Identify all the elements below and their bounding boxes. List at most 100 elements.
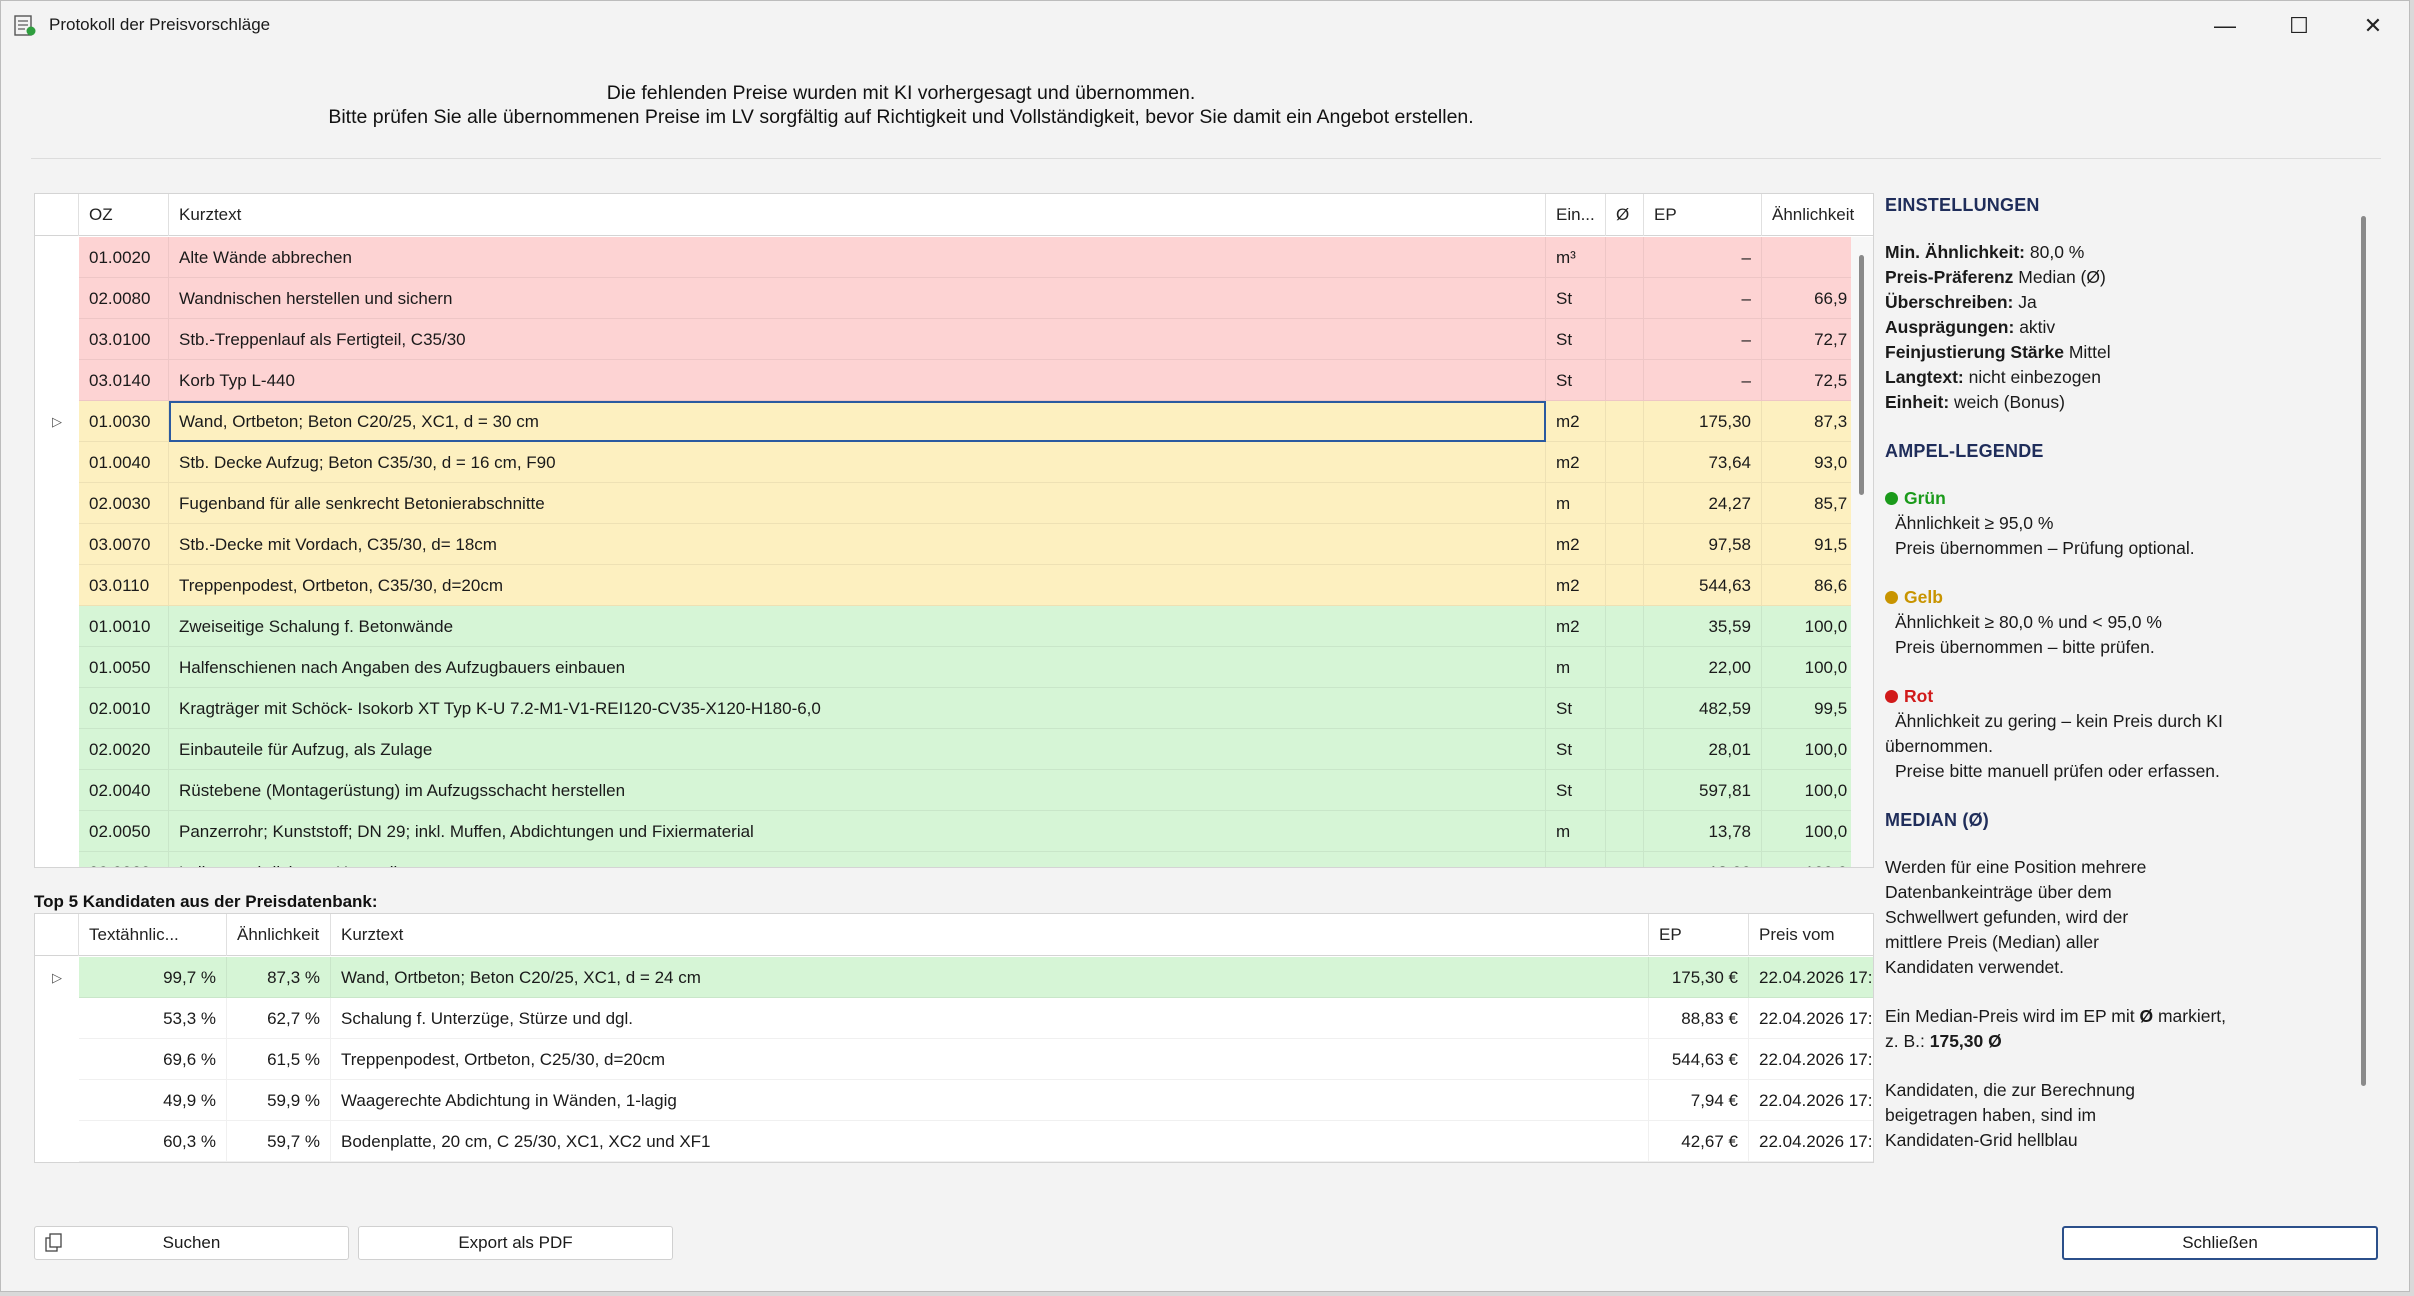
table-row[interactable]: 02.0010 Kragträger mit Schöck- Isokorb XT… bbox=[35, 688, 1851, 729]
table-row[interactable]: 02.0060Leibungsabdichtung Haustelle... 13… bbox=[35, 852, 1851, 867]
minimize-button[interactable]: — bbox=[2214, 13, 2236, 38]
row-header[interactable] bbox=[35, 524, 79, 565]
table-row[interactable]: 03.0100 Stb.-Treppenlauf als Fertigteil, … bbox=[35, 319, 1851, 360]
kurztext-cell[interactable]: Kragträger mit Schöck- Isokorb XT Typ K-… bbox=[169, 688, 1546, 729]
ep-cell[interactable]: – bbox=[1644, 360, 1762, 401]
preis-vom-cell[interactable]: 22.04.2026 17:36 bbox=[1749, 1039, 1873, 1080]
oz-cell[interactable]: 02.0080 bbox=[79, 278, 169, 319]
einheit-cell[interactable]: St bbox=[1546, 319, 1606, 360]
einheit-cell[interactable]: m2 bbox=[1546, 442, 1606, 483]
row-header[interactable] bbox=[35, 483, 79, 524]
ep-cell[interactable]: 482,59 bbox=[1644, 688, 1762, 729]
median-cell[interactable] bbox=[1606, 524, 1644, 565]
median-cell[interactable] bbox=[1606, 319, 1644, 360]
aehnlichkeit-cell[interactable]: 93,0 % bbox=[1762, 442, 1851, 483]
aehnlichkeit-cell[interactable]: 100,0 % bbox=[1762, 606, 1851, 647]
kurztext-cell[interactable]: Panzerrohr; Kunststoff; DN 29; inkl. Muf… bbox=[169, 811, 1546, 852]
kurztext-cell[interactable]: Halfenschienen nach Angaben des Aufzugba… bbox=[169, 647, 1546, 688]
table-row[interactable]: 03.0070 Stb.-Decke mit Vordach, C35/30, d… bbox=[35, 524, 1851, 565]
table-row[interactable]: ▷ 01.0030 Wand, Ortbeton; Beton C20/25, XC… bbox=[35, 401, 1851, 442]
ep-cell[interactable]: 35,59 bbox=[1644, 606, 1762, 647]
oz-cell[interactable]: 03.0070 bbox=[79, 524, 169, 565]
aehnlichkeit-cell[interactable]: 99,5 % bbox=[1762, 688, 1851, 729]
table-row[interactable]: 02.0040 Rüstebene (Montagerüstung) im Auf… bbox=[35, 770, 1851, 811]
median-cell[interactable] bbox=[1606, 360, 1644, 401]
preis-vom-cell[interactable]: 22.04.2026 17:36 bbox=[1749, 957, 1873, 998]
row-header[interactable] bbox=[35, 1080, 79, 1121]
oz-cell[interactable]: 02.0060 bbox=[79, 852, 169, 867]
oz-cell[interactable]: 02.0040 bbox=[79, 770, 169, 811]
einheit-cell[interactable]: m2 bbox=[1546, 565, 1606, 606]
kurztext-cell[interactable]: Bodenplatte, 20 cm, C 25/30, XC1, XC2 un… bbox=[331, 1121, 1649, 1162]
row-header[interactable] bbox=[35, 360, 79, 401]
ep-cell[interactable]: – bbox=[1644, 319, 1762, 360]
row-header[interactable] bbox=[35, 729, 79, 770]
median-cell[interactable] bbox=[1606, 852, 1644, 867]
header-preis-vom[interactable]: Preis vom bbox=[1749, 914, 1873, 956]
row-header[interactable] bbox=[35, 647, 79, 688]
kurztext-cell[interactable]: Wandnischen herstellen und sichern bbox=[169, 278, 1546, 319]
row-header[interactable] bbox=[35, 688, 79, 729]
kurztext-cell[interactable]: Zweiseitige Schalung f. Betonwände bbox=[169, 606, 1546, 647]
oz-cell[interactable]: 02.0010 bbox=[79, 688, 169, 729]
aehnlichkeit-cell[interactable]: 100,0 % bbox=[1762, 811, 1851, 852]
candidate-row[interactable]: 49,9 % 59,9 % Waagerechte Abdichtung in Wä… bbox=[35, 1080, 1873, 1121]
einheit-cell[interactable]: m bbox=[1546, 483, 1606, 524]
einheit-cell[interactable]: m bbox=[1546, 647, 1606, 688]
einheit-cell[interactable]: St bbox=[1546, 770, 1606, 811]
median-cell[interactable] bbox=[1606, 770, 1644, 811]
row-header[interactable] bbox=[35, 442, 79, 483]
table-row[interactable]: 01.0040 Stb. Decke Aufzug; Beton C35/30, … bbox=[35, 442, 1851, 483]
oz-cell[interactable]: 01.0040 bbox=[79, 442, 169, 483]
aehnlichkeit-cell[interactable]: 59,7 % bbox=[227, 1121, 331, 1162]
header-aehnlichkeit[interactable]: Ähnlichkeit bbox=[227, 914, 331, 956]
oz-cell[interactable]: 01.0050 bbox=[79, 647, 169, 688]
ep-cell[interactable]: 597,81 bbox=[1644, 770, 1762, 811]
row-indicator-icon[interactable]: ▷ bbox=[35, 957, 79, 998]
aehnlichkeit-cell[interactable]: 66,9 % bbox=[1762, 278, 1851, 319]
oz-cell[interactable]: 01.0020 bbox=[79, 237, 169, 278]
aehnlichkeit-cell[interactable]: 100,0 % bbox=[1762, 770, 1851, 811]
textaehnlichkeit-cell[interactable]: 69,6 % bbox=[79, 1039, 227, 1080]
kurztext-cell[interactable]: Schalung f. Unterzüge, Stürze und dgl. bbox=[331, 998, 1649, 1039]
header-textaehnlichkeit[interactable]: Textähnlic... bbox=[79, 914, 227, 956]
textaehnlichkeit-cell[interactable]: 49,9 % bbox=[79, 1080, 227, 1121]
close-window-button[interactable]: ✕ bbox=[2363, 13, 2383, 38]
search-button[interactable]: Suchen bbox=[34, 1226, 349, 1260]
table-row[interactable]: 01.0050 Halfenschienen nach Angaben des A… bbox=[35, 647, 1851, 688]
aehnlichkeit-cell[interactable]: 61,5 % bbox=[227, 1039, 331, 1080]
candidate-row[interactable]: 69,6 % 61,5 % Treppenpodest, Ortbeton, C25… bbox=[35, 1039, 1873, 1080]
header-ep[interactable]: EP bbox=[1644, 194, 1762, 236]
aehnlichkeit-cell[interactable]: 87,3 % bbox=[227, 957, 331, 998]
aehnlichkeit-cell[interactable]: 72,7 % bbox=[1762, 319, 1851, 360]
ep-cell[interactable]: 88,83 € bbox=[1649, 998, 1749, 1039]
header-oz[interactable]: OZ bbox=[79, 194, 169, 236]
oz-cell[interactable]: 03.0110 bbox=[79, 565, 169, 606]
preis-vom-cell[interactable]: 22.04.2026 17:36 bbox=[1749, 1121, 1873, 1162]
header-kurztext[interactable]: Kurztext bbox=[331, 914, 1649, 956]
kurztext-cell[interactable]: Einbauteile für Aufzug, als Zulage bbox=[169, 729, 1546, 770]
candidate-row[interactable]: ▷ 99,7 % 87,3 % Wand, Ortbeton; Beton C20/2… bbox=[35, 957, 1873, 998]
median-cell[interactable] bbox=[1606, 811, 1644, 852]
oz-cell[interactable]: 01.0030 bbox=[79, 401, 169, 442]
export-pdf-button[interactable]: Export als PDF bbox=[358, 1226, 673, 1260]
median-cell[interactable] bbox=[1606, 647, 1644, 688]
oz-cell[interactable]: 03.0140 bbox=[79, 360, 169, 401]
median-cell[interactable] bbox=[1606, 483, 1644, 524]
kurztext-cell[interactable]: Korb Typ L-440 bbox=[169, 360, 1546, 401]
ep-cell[interactable]: 7,94 € bbox=[1649, 1080, 1749, 1121]
einheit-cell[interactable]: St bbox=[1546, 360, 1606, 401]
table-row[interactable]: 02.0030 Fugenband für alle senkrecht Beto… bbox=[35, 483, 1851, 524]
oz-cell[interactable]: 02.0030 bbox=[79, 483, 169, 524]
kurztext-cell[interactable]: Wand, Ortbeton; Beton C20/25, XC1, d = 2… bbox=[331, 957, 1649, 998]
kurztext-cell[interactable]: Alte Wände abbrechen bbox=[169, 237, 1546, 278]
close-button[interactable]: Schließen bbox=[2062, 1226, 2378, 1260]
maximize-button[interactable]: ☐ bbox=[2289, 13, 2309, 38]
header-aehnlichkeit[interactable]: Ähnlichkeit bbox=[1762, 194, 1873, 236]
ep-cell[interactable]: – bbox=[1644, 278, 1762, 319]
oz-cell[interactable]: 02.0050 bbox=[79, 811, 169, 852]
median-cell[interactable] bbox=[1606, 442, 1644, 483]
aehnlichkeit-cell[interactable]: – bbox=[1762, 237, 1851, 278]
textaehnlichkeit-cell[interactable]: 60,3 % bbox=[79, 1121, 227, 1162]
